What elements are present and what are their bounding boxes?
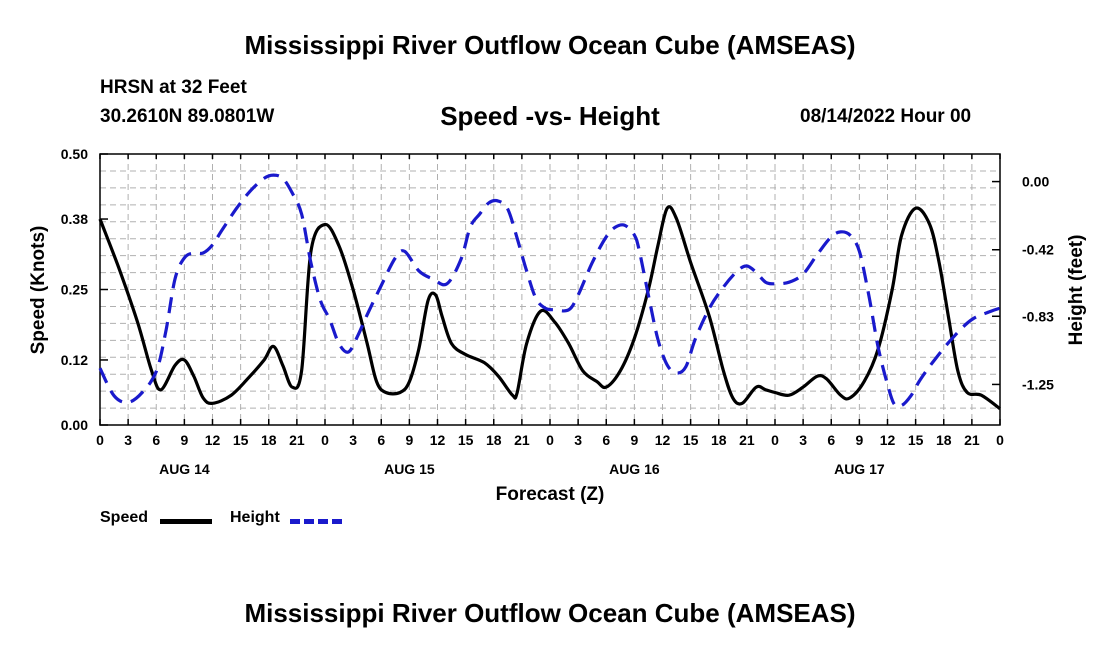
x-tick-label: 9 [405, 432, 413, 448]
y2-tick-label: -0.83 [1022, 308, 1054, 324]
y-tick-label: 0.12 [61, 352, 88, 368]
date-label: AUG 16 [609, 461, 660, 477]
x-tick-label: 3 [574, 432, 582, 448]
x-tick-label: 3 [124, 432, 132, 448]
footer-title: Mississippi River Outflow Ocean Cube (AM… [244, 598, 856, 628]
x-tick-label: 21 [514, 432, 530, 448]
x-tick-label: 18 [711, 432, 727, 448]
station-label: HRSN at 32 Feet [100, 77, 247, 98]
axis-ticks [99, 153, 1001, 426]
y-tick-label: 0.25 [61, 282, 88, 298]
speed-series-line [98, 205, 1001, 411]
x-tick-label: 12 [880, 432, 896, 448]
date-label: AUG 15 [384, 461, 435, 477]
x-tick-label: 3 [349, 432, 357, 448]
x-tick-label: 6 [602, 432, 610, 448]
height-series-line [98, 173, 1001, 409]
y-axis-title: Speed (Knots) [28, 226, 49, 355]
x-tick-label: 21 [739, 432, 755, 448]
y-tick-label: 0.38 [61, 211, 88, 227]
grid [99, 154, 1001, 425]
x-tick-label: 18 [261, 432, 277, 448]
x-tick-label: 6 [152, 432, 160, 448]
x-tick-label: 15 [908, 432, 924, 448]
legend-speed-swatch [160, 519, 212, 524]
y2-axis-title: Height (feet) [1066, 235, 1087, 346]
x-tick-label: 6 [377, 432, 385, 448]
chart-title: Mississippi River Outflow Ocean Cube (AM… [244, 30, 856, 60]
x-tick-label: 21 [964, 432, 980, 448]
coordinates-label: 30.2610N 89.0801W [100, 106, 275, 127]
x-tick-label: 0 [546, 432, 554, 448]
x-tick-label: 6 [827, 432, 835, 448]
y2-tick-label: -1.25 [1022, 376, 1054, 392]
y-tick-label: 0.00 [61, 417, 88, 433]
x-tick-label: 12 [205, 432, 221, 448]
x-tick-label: 21 [289, 432, 305, 448]
legend-height-swatch [290, 519, 342, 524]
x-tick-label: 18 [936, 432, 952, 448]
chart-subtitle: Speed -vs- Height [440, 101, 660, 131]
date-label: AUG 14 [159, 461, 210, 477]
y-tick-label: 0.50 [61, 146, 88, 162]
x-tick-label: 15 [458, 432, 474, 448]
x-tick-label: 12 [430, 432, 446, 448]
series [98, 173, 1001, 411]
x-tick-label: 15 [683, 432, 699, 448]
x-tick-label: 15 [233, 432, 249, 448]
x-tick-label: 0 [996, 432, 1004, 448]
x-tick-label: 18 [486, 432, 502, 448]
forecast-datetime: 08/14/2022 Hour 00 [800, 106, 972, 127]
x-tick-label: 0 [321, 432, 329, 448]
x-tick-label: 12 [655, 432, 671, 448]
x-tick-label: 9 [180, 432, 188, 448]
x-tick-label: 0 [96, 432, 104, 448]
x-tick-label: 3 [799, 432, 807, 448]
y2-tick-label: -0.42 [1022, 242, 1054, 258]
x-axis-title: Forecast (Z) [496, 484, 605, 505]
x-tick-label: 9 [630, 432, 638, 448]
legend-height-label: Height [230, 509, 280, 526]
date-label: AUG 17 [834, 461, 885, 477]
x-tick-label: 0 [771, 432, 779, 448]
tick-labels: 0 3 6 9 12 15 18 21 0 3 6 9 12 15 18 21 0 3 6 9 12 15 18 21 0 3 6 9… [61, 146, 1054, 477]
x-tick-label: 9 [855, 432, 863, 448]
legend-speed-label: Speed [100, 509, 149, 526]
y2-tick-label: 0.00 [1022, 174, 1049, 190]
